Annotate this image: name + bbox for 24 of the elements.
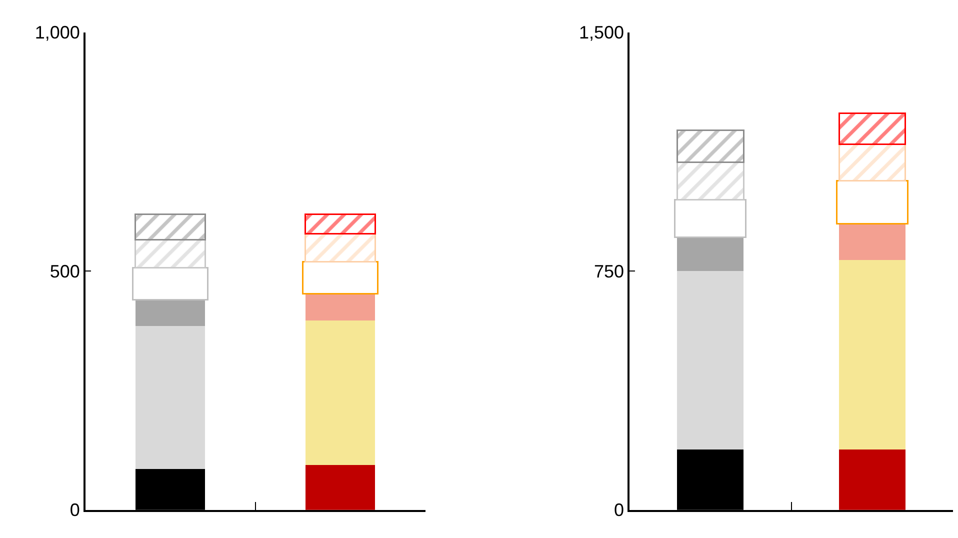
bar (677, 271, 744, 450)
bar (677, 237, 744, 272)
bar (839, 224, 906, 260)
bar (302, 261, 378, 295)
bar (838, 143, 906, 182)
y-tick-label: 0 (70, 500, 80, 520)
bar (305, 320, 376, 465)
bar (135, 326, 206, 469)
bar (838, 112, 906, 145)
bar (134, 213, 206, 240)
y-tick-label: 1,000 (34, 22, 80, 43)
bar (304, 213, 376, 235)
y-tick-label: 750 (594, 261, 624, 282)
bar (839, 450, 906, 510)
bar (836, 180, 909, 225)
bar (304, 233, 376, 263)
y-tick-label: 1,500 (579, 22, 624, 43)
bar (676, 129, 744, 163)
y-tick-label: 500 (50, 261, 80, 282)
bar (305, 464, 376, 510)
y-tick-label: 0 (614, 500, 624, 520)
bar (839, 260, 906, 450)
bar (135, 300, 206, 326)
bar (305, 294, 376, 320)
